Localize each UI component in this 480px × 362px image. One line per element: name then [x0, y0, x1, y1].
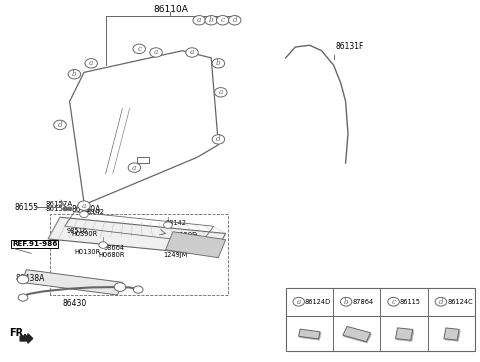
Text: a: a: [190, 49, 194, 56]
Polygon shape: [344, 328, 372, 343]
Circle shape: [17, 275, 29, 284]
Polygon shape: [396, 328, 413, 340]
Circle shape: [340, 298, 352, 306]
Text: 1249JM: 1249JM: [163, 252, 188, 258]
Text: H0680R: H0680R: [98, 252, 125, 258]
Text: REF.91-986: REF.91-986: [12, 241, 58, 247]
Polygon shape: [299, 329, 320, 339]
Polygon shape: [166, 232, 226, 258]
Text: 98664: 98664: [103, 245, 124, 251]
Polygon shape: [48, 217, 226, 255]
Text: b: b: [72, 70, 77, 78]
Polygon shape: [445, 329, 460, 341]
Text: 98142: 98142: [84, 209, 105, 215]
Text: d: d: [439, 298, 443, 306]
Circle shape: [85, 59, 97, 68]
Circle shape: [388, 298, 399, 306]
Text: 86157A: 86157A: [46, 201, 73, 207]
Circle shape: [164, 222, 172, 228]
Circle shape: [78, 201, 90, 210]
Circle shape: [150, 48, 162, 57]
Polygon shape: [20, 334, 33, 343]
Text: 98142: 98142: [166, 220, 187, 226]
Text: FR.: FR.: [9, 328, 27, 338]
Circle shape: [133, 44, 145, 54]
Text: 86430: 86430: [62, 299, 86, 308]
Text: c: c: [221, 16, 225, 24]
Text: a: a: [218, 88, 223, 96]
Text: c: c: [137, 45, 141, 53]
Text: 86110A: 86110A: [153, 5, 188, 13]
Text: 86438A: 86438A: [15, 274, 45, 283]
Circle shape: [216, 16, 229, 25]
Text: a: a: [197, 16, 202, 24]
Text: 86155: 86155: [14, 203, 38, 212]
Circle shape: [80, 211, 88, 218]
Circle shape: [68, 70, 81, 79]
Text: b: b: [209, 16, 214, 24]
Circle shape: [114, 283, 126, 291]
Circle shape: [212, 135, 225, 144]
Text: 86124D: 86124D: [305, 299, 331, 305]
Text: H0130R: H0130R: [74, 249, 101, 254]
Bar: [286, 288, 475, 351]
Text: 86131F: 86131F: [336, 42, 364, 51]
Text: 98516: 98516: [66, 228, 87, 233]
Text: d: d: [58, 121, 62, 129]
Text: a: a: [297, 298, 301, 306]
Text: 86150D: 86150D: [172, 232, 198, 237]
Text: 86124C: 86124C: [447, 299, 473, 305]
Polygon shape: [444, 328, 459, 340]
Circle shape: [435, 298, 447, 306]
Text: 86150A: 86150A: [71, 205, 100, 214]
Polygon shape: [396, 329, 414, 341]
Text: b: b: [216, 59, 221, 67]
Text: H0390R: H0390R: [71, 231, 97, 237]
Circle shape: [99, 242, 108, 248]
Text: b: b: [344, 298, 348, 306]
Text: 86156: 86156: [46, 206, 68, 212]
Circle shape: [67, 207, 72, 211]
Circle shape: [205, 16, 217, 25]
Text: d: d: [216, 135, 221, 143]
Polygon shape: [343, 327, 371, 342]
Circle shape: [133, 286, 143, 293]
Circle shape: [128, 163, 141, 172]
Circle shape: [212, 59, 225, 68]
Circle shape: [63, 207, 68, 211]
Text: 86115: 86115: [400, 299, 421, 305]
Text: a: a: [154, 49, 158, 56]
Polygon shape: [300, 331, 321, 340]
Circle shape: [186, 48, 198, 57]
Text: a: a: [82, 202, 86, 210]
Text: c: c: [392, 298, 396, 306]
Polygon shape: [22, 270, 122, 295]
Circle shape: [215, 88, 227, 97]
Text: d: d: [232, 16, 237, 24]
Text: 87864: 87864: [352, 299, 373, 305]
Circle shape: [193, 16, 205, 25]
Circle shape: [18, 294, 28, 301]
Text: a: a: [132, 164, 137, 172]
Text: 86160C: 86160C: [172, 235, 198, 240]
Circle shape: [54, 120, 66, 130]
Circle shape: [293, 298, 304, 306]
Text: a: a: [89, 59, 94, 67]
Circle shape: [228, 16, 241, 25]
